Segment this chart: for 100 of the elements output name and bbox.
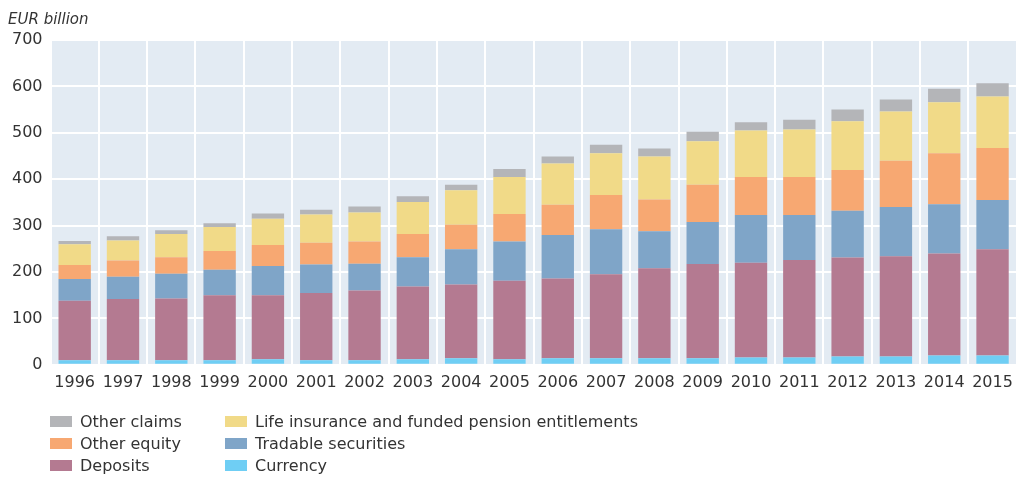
bar [155, 257, 188, 274]
bar [976, 249, 1009, 356]
bar [396, 233, 430, 258]
bar [300, 360, 333, 364]
bar [831, 257, 864, 357]
bar [444, 224, 478, 250]
bar [300, 264, 333, 293]
y-tick-label: 600 [11, 75, 43, 95]
bar [879, 111, 913, 161]
bar [686, 221, 719, 265]
bar [541, 163, 574, 205]
bar [928, 355, 961, 364]
bar [251, 218, 285, 246]
bar [686, 358, 719, 364]
x-tick-label: 2005 [489, 371, 530, 391]
y-tick-label: 700 [11, 29, 43, 49]
legend-label: Other claims [80, 412, 182, 431]
bar [300, 292, 333, 361]
x-tick-label: 2011 [778, 371, 820, 391]
bar [58, 240, 91, 245]
bar [203, 295, 236, 361]
bar [879, 356, 913, 364]
bar [976, 148, 1009, 201]
bar [589, 194, 623, 230]
bar [493, 280, 526, 360]
bar [396, 201, 430, 234]
bar [155, 298, 188, 361]
y-tick-label: 200 [11, 261, 43, 281]
bar [734, 122, 768, 131]
x-tick-label: 2004 [440, 371, 482, 391]
bar [58, 278, 91, 301]
x-tick-label: 2008 [634, 371, 675, 391]
bar [155, 273, 188, 299]
x-tick-label: 2009 [682, 371, 724, 391]
x-tick-label: 2013 [875, 371, 917, 391]
bar [879, 207, 913, 257]
bar [928, 88, 961, 103]
bar [106, 360, 140, 364]
y-tick-label: 500 [11, 121, 43, 141]
bar [928, 153, 961, 205]
bar [879, 99, 913, 112]
bar [638, 358, 671, 364]
bar [106, 240, 140, 261]
bar [783, 119, 816, 130]
bar [58, 360, 91, 364]
x-tick-label: 2010 [730, 371, 772, 391]
bar [783, 176, 816, 215]
bar [638, 268, 671, 359]
bar [58, 244, 91, 266]
legend-label: Currency [255, 456, 328, 475]
y-tick-label: 0 [32, 353, 43, 373]
bar [541, 278, 574, 359]
x-tick-label: 2012 [827, 371, 868, 391]
bar [589, 274, 623, 359]
bar [541, 358, 574, 364]
bar [879, 160, 913, 208]
x-tick-label: 2002 [344, 371, 385, 391]
bar [444, 358, 478, 364]
bar [493, 176, 526, 214]
legend-label: Other equity [80, 434, 181, 453]
bar [831, 210, 864, 258]
bar [348, 290, 381, 361]
bar [734, 357, 768, 364]
bar [396, 359, 430, 364]
x-tick-label: 2003 [392, 371, 434, 391]
bar [348, 263, 381, 291]
bar [300, 214, 333, 243]
bar [348, 241, 381, 264]
bar [203, 269, 236, 296]
bar [638, 148, 671, 157]
bar [928, 204, 961, 254]
bar [203, 251, 236, 270]
bar [541, 234, 574, 279]
y-tick-label: 300 [11, 214, 43, 234]
bar [493, 241, 526, 281]
bar [348, 206, 381, 213]
x-tick-label: 2000 [247, 371, 289, 391]
bar [686, 184, 719, 222]
bar [106, 298, 140, 361]
bar [106, 236, 140, 241]
bar [589, 153, 623, 195]
bar [734, 176, 768, 215]
bar [928, 102, 961, 154]
bar [203, 226, 236, 252]
bar [300, 242, 333, 265]
bar [106, 260, 140, 277]
bar [976, 355, 1009, 364]
x-tick-label: 1996 [54, 371, 96, 391]
bar [541, 156, 574, 164]
bar [203, 223, 236, 227]
bar [396, 286, 430, 360]
bar [203, 360, 236, 364]
bar [638, 156, 671, 200]
bar [734, 262, 768, 358]
bar [155, 230, 188, 234]
y-axis-title: EUR billion [8, 10, 89, 28]
bar [348, 212, 381, 242]
bar [541, 204, 574, 235]
bar [251, 265, 285, 296]
bar [831, 356, 864, 364]
